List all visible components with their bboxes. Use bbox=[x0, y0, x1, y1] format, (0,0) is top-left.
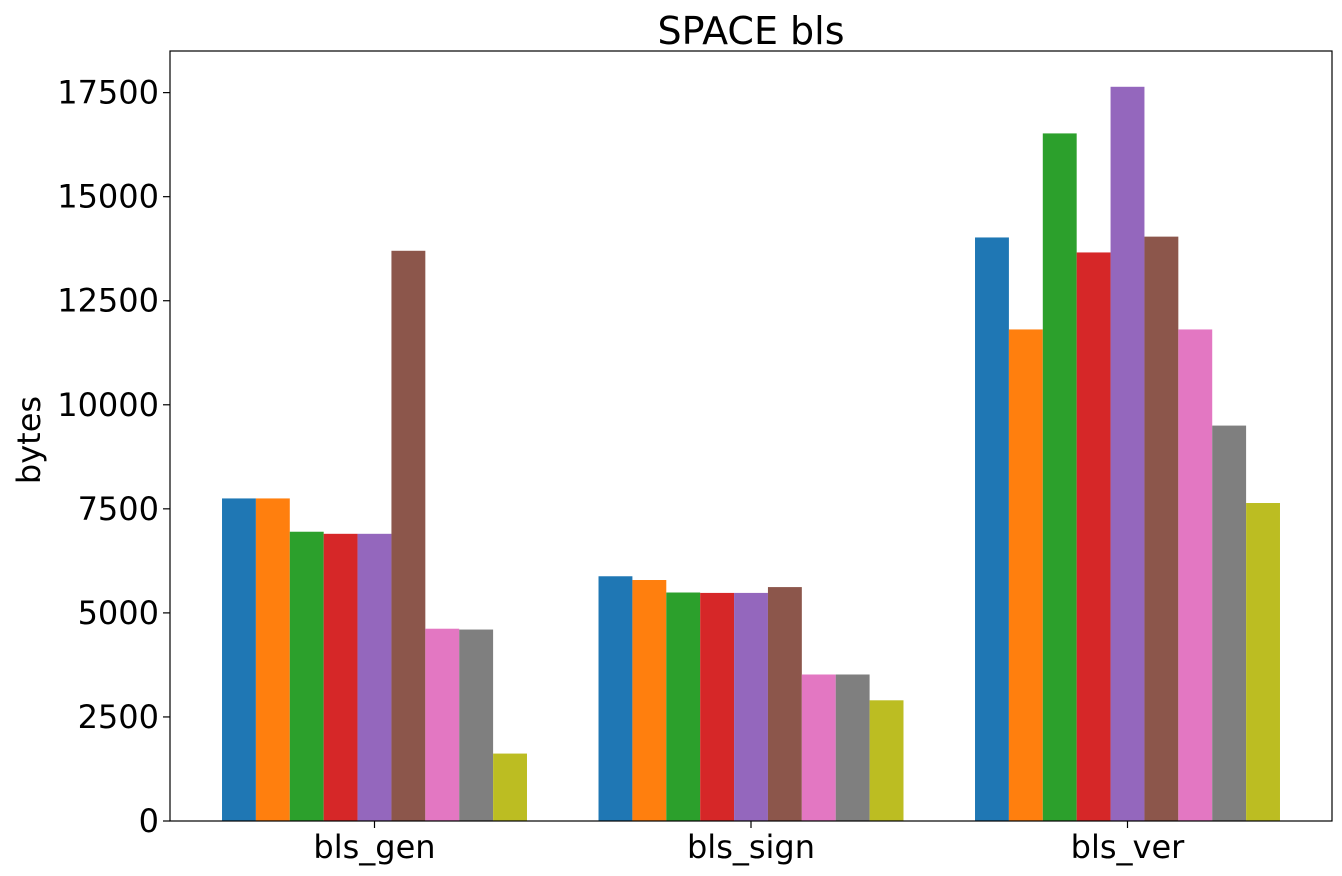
y-tick-label: 2500 bbox=[78, 698, 159, 736]
plot-frame bbox=[169, 50, 1333, 822]
bar-bls_sign-3 bbox=[666, 592, 701, 821]
bar-bls_ver-9 bbox=[1246, 503, 1280, 821]
bar-bls_sign-9 bbox=[869, 700, 904, 821]
y-tick-label: 15000 bbox=[57, 178, 159, 216]
bar-bls_gen-3 bbox=[289, 531, 324, 821]
bar-bls_sign-5 bbox=[734, 592, 768, 821]
bar-bls_gen-1 bbox=[222, 498, 256, 821]
bar-bls_ver-7 bbox=[1178, 329, 1213, 821]
bar-bls_ver-5 bbox=[1110, 86, 1145, 822]
x-axis: bls_gen bls_sign bls_ver bbox=[313, 821, 1185, 866]
y-tick-label: 0 bbox=[139, 802, 159, 840]
bars-group bbox=[222, 86, 1280, 822]
bar-bls_gen-9 bbox=[493, 753, 527, 821]
bar-bls_gen-5 bbox=[357, 533, 392, 821]
bar-bls_ver-1 bbox=[975, 237, 1009, 821]
bar-bls_gen-4 bbox=[323, 533, 358, 821]
y-tick-label: 7500 bbox=[78, 490, 159, 528]
y-tick-label: 12500 bbox=[57, 282, 159, 320]
bar-bls_sign-8 bbox=[835, 674, 870, 821]
x-tick-label: bls_ver bbox=[1071, 828, 1186, 866]
y-tick-label: 17500 bbox=[57, 74, 159, 112]
bar-bls_gen-6 bbox=[391, 250, 426, 821]
x-tick-label: bls_gen bbox=[313, 828, 435, 866]
x-tick-label: bls_sign bbox=[687, 828, 815, 866]
bar-bls_ver-2 bbox=[1008, 329, 1043, 821]
bar-bls_sign-4 bbox=[700, 592, 735, 821]
y-tick-label: 5000 bbox=[78, 594, 159, 632]
y-tick-label: 10000 bbox=[57, 386, 159, 424]
bar-bls_sign-2 bbox=[632, 580, 667, 821]
bar-bls_gen-8 bbox=[459, 629, 494, 821]
bar-bls_sign-7 bbox=[801, 674, 836, 821]
bar-bls_ver-8 bbox=[1212, 425, 1247, 821]
y-axis: 0 2500 5000 7500 10000 12500 15000 17500 bbox=[57, 74, 170, 840]
bar-bls_sign-1 bbox=[598, 576, 633, 821]
bar-bls_ver-4 bbox=[1076, 252, 1111, 821]
bar-bls_gen-7 bbox=[425, 628, 460, 821]
bar-bls_ver-6 bbox=[1144, 236, 1179, 821]
bar-bls_sign-6 bbox=[767, 587, 802, 821]
bar-bls_ver-3 bbox=[1042, 133, 1077, 821]
y-axis-label: bytes bbox=[10, 396, 48, 484]
bar-bls_gen-2 bbox=[255, 498, 290, 821]
chart-title: SPACE bls bbox=[657, 9, 844, 53]
